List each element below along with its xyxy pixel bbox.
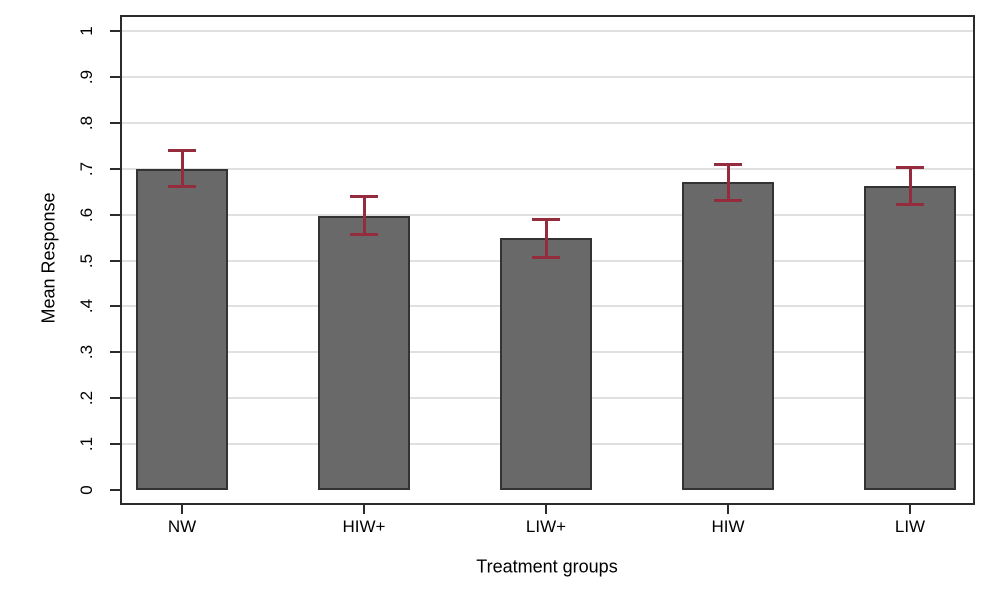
y-tick-label-.6: .6 xyxy=(77,207,96,222)
y-tick-label-1: 1 xyxy=(77,26,96,36)
x-tick-label-NW: NW xyxy=(167,517,197,536)
bar-NW xyxy=(136,168,228,490)
x-tick-NW xyxy=(181,505,183,514)
plot-box xyxy=(120,15,975,505)
error-bar-cap-bottom-HIW xyxy=(714,198,742,202)
y-tick-.7 xyxy=(110,167,120,170)
bar-HIW xyxy=(682,182,774,490)
y-tick-.8 xyxy=(110,121,120,124)
error-bar-cap-bottom-NW xyxy=(168,185,196,189)
error-bar-line-LIW xyxy=(908,167,912,205)
error-bar-line-NW xyxy=(180,150,184,188)
error-bar-cap-bottom-HIW+ xyxy=(350,233,378,237)
gridline-1 xyxy=(122,30,973,32)
error-bar-cap-top-HIW+ xyxy=(350,195,378,199)
y-tick-.2 xyxy=(110,397,120,400)
y-tick-.3 xyxy=(110,351,120,354)
bar-LIW xyxy=(864,185,956,490)
bar-LIW+ xyxy=(500,238,592,490)
gridline-.6 xyxy=(122,213,973,216)
y-tick-.5 xyxy=(110,259,120,262)
y-tick-0 xyxy=(110,489,120,491)
y-tick-label-.8: .8 xyxy=(77,115,96,130)
error-bar-cap-top-LIW+ xyxy=(532,218,560,222)
error-bar-line-HIW+ xyxy=(362,196,366,236)
error-bar-cap-top-LIW xyxy=(896,166,924,170)
error-bar-cap-bottom-LIW+ xyxy=(532,256,560,260)
x-tick-label-LIW+: LIW+ xyxy=(525,517,567,536)
y-tick-label-.5: .5 xyxy=(77,253,96,268)
x-tick-label-HIW: HIW xyxy=(711,517,745,536)
y-tick-label-.1: .1 xyxy=(77,437,96,452)
y-tick-label-.4: .4 xyxy=(77,299,96,314)
gridline-.9 xyxy=(122,75,973,78)
x-tick-label-HIW+: HIW+ xyxy=(342,517,386,536)
x-tick-HIW xyxy=(727,505,729,514)
bar-HIW+ xyxy=(318,215,410,490)
y-tick-.6 xyxy=(110,213,120,216)
y-tick-label-.7: .7 xyxy=(77,161,96,176)
y-tick-.1 xyxy=(110,443,120,446)
y-tick-label-.9: .9 xyxy=(77,69,96,84)
y-tick-1 xyxy=(110,30,120,32)
error-bar-cap-bottom-LIW xyxy=(896,202,924,206)
error-bar-cap-top-NW xyxy=(168,149,196,153)
y-tick-.9 xyxy=(110,75,120,78)
error-bar-cap-top-HIW xyxy=(714,163,742,167)
y-tick-label-0: 0 xyxy=(77,485,96,495)
x-tick-LIW xyxy=(909,505,911,514)
x-tick-HIW+ xyxy=(363,505,365,514)
x-tick-LIW+ xyxy=(545,505,547,514)
y-tick-label-.3: .3 xyxy=(77,345,96,360)
x-axis-title: Treatment groups xyxy=(476,556,618,577)
y-axis-title: Mean Response xyxy=(38,192,59,324)
y-tick-.4 xyxy=(110,305,120,308)
gridline-.7 xyxy=(122,167,973,170)
gridline-.8 xyxy=(122,121,973,124)
error-bar-line-LIW+ xyxy=(544,219,548,259)
y-tick-label-.2: .2 xyxy=(77,391,96,406)
error-bar-line-HIW xyxy=(726,164,730,201)
x-tick-label-LIW: LIW xyxy=(894,517,926,536)
